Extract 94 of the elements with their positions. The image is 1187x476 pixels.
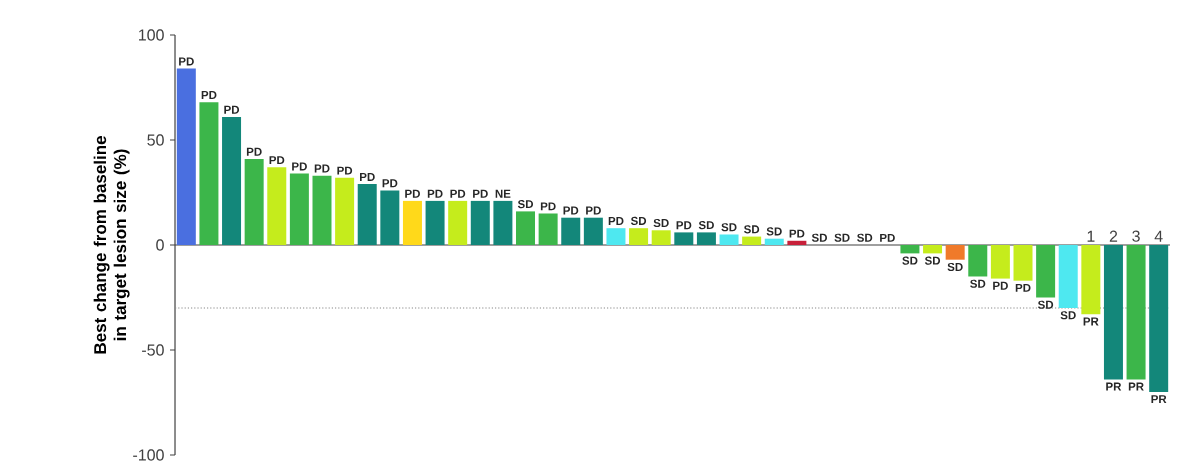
data-label: PD xyxy=(314,164,330,173)
bar xyxy=(448,200,468,245)
data-label: PD xyxy=(224,105,240,114)
data-label: PD xyxy=(540,202,556,211)
data-label: PD xyxy=(608,217,624,225)
bar xyxy=(696,232,716,245)
bar xyxy=(1126,244,1146,380)
bar xyxy=(787,240,807,245)
bar xyxy=(990,244,1010,279)
bar xyxy=(289,173,309,245)
bar xyxy=(1149,244,1169,392)
data-label: PD xyxy=(337,166,353,175)
bar xyxy=(968,244,988,277)
bar xyxy=(335,177,355,245)
bar xyxy=(651,230,671,245)
bar xyxy=(470,200,490,245)
data-label: SD xyxy=(970,279,986,288)
bar xyxy=(900,244,920,254)
data-label: SD xyxy=(517,200,534,209)
y-tick-label: -100 xyxy=(133,449,164,461)
bar xyxy=(583,217,603,245)
x-tick-label: 2 xyxy=(1109,230,1118,242)
data-label: PD xyxy=(880,233,895,242)
bar xyxy=(199,102,219,245)
data-label: PD xyxy=(993,281,1008,290)
bar xyxy=(606,228,626,245)
bar xyxy=(267,167,287,245)
data-label: PD xyxy=(789,229,805,238)
data-label: PD xyxy=(201,91,217,99)
bar xyxy=(923,244,943,254)
data-label: PD xyxy=(269,156,285,165)
bar xyxy=(176,68,196,245)
bar xyxy=(1058,244,1078,308)
bar xyxy=(244,158,264,245)
bar xyxy=(742,236,762,245)
x-tick-label: 4 xyxy=(1154,230,1163,242)
bar xyxy=(402,200,422,245)
data-label: PD xyxy=(473,189,488,198)
data-label: SD xyxy=(630,216,647,225)
data-label: PD xyxy=(563,206,579,215)
bar xyxy=(629,228,649,245)
data-label: PD xyxy=(246,147,262,156)
y-tick-label: 50 xyxy=(147,134,164,146)
data-label: PD xyxy=(179,57,194,66)
data-label: PD xyxy=(1015,283,1031,292)
bar xyxy=(674,232,694,245)
x-tick-label: 3 xyxy=(1132,230,1140,242)
data-label: SD xyxy=(766,227,782,236)
y-tick-label: 0 xyxy=(156,239,164,251)
bar xyxy=(561,217,581,245)
data-label: SD xyxy=(811,233,827,242)
data-label: SD xyxy=(743,225,760,234)
data-label: PD xyxy=(292,162,307,171)
bar xyxy=(516,211,536,245)
bar xyxy=(1103,244,1123,380)
x-tick-label: 1 xyxy=(1087,230,1095,242)
y-tick-label: -50 xyxy=(142,344,164,356)
bar xyxy=(1036,244,1056,298)
bar xyxy=(222,116,242,245)
data-label: SD xyxy=(902,256,918,265)
data-label: SD xyxy=(947,262,963,272)
data-label: PR xyxy=(1083,317,1099,326)
data-label: SD xyxy=(1060,311,1076,320)
bar xyxy=(425,200,445,245)
data-label: SD xyxy=(857,233,873,242)
bar xyxy=(764,238,784,245)
y-axis-title: Best change from baseline in target lesion size (%) xyxy=(93,136,130,354)
bar xyxy=(493,200,513,245)
data-label: PR xyxy=(1106,382,1122,391)
bar xyxy=(719,234,739,245)
bar xyxy=(1013,244,1033,281)
data-label: SD xyxy=(924,256,941,265)
data-label: PD xyxy=(360,172,375,181)
bar xyxy=(538,213,558,245)
data-label: PD xyxy=(676,221,692,230)
data-label: PD xyxy=(427,189,443,198)
data-label: PR xyxy=(1151,395,1167,404)
data-label: PD xyxy=(586,206,601,215)
data-label: SD xyxy=(698,221,714,230)
data-label: PR xyxy=(1128,382,1144,391)
bar xyxy=(357,184,377,245)
bar xyxy=(312,175,332,245)
data-label: PD xyxy=(450,189,466,198)
data-label: PD xyxy=(382,179,398,188)
data-label: SD xyxy=(653,218,669,228)
data-label: PD xyxy=(405,189,420,198)
bar xyxy=(945,244,965,260)
bar xyxy=(1081,244,1101,315)
data-label: SD xyxy=(721,223,737,232)
data-label: SD xyxy=(1037,300,1054,309)
data-label: NE xyxy=(495,189,511,198)
bar xyxy=(380,190,400,245)
y-tick-label: 100 xyxy=(139,29,164,41)
data-label: SD xyxy=(834,233,850,242)
